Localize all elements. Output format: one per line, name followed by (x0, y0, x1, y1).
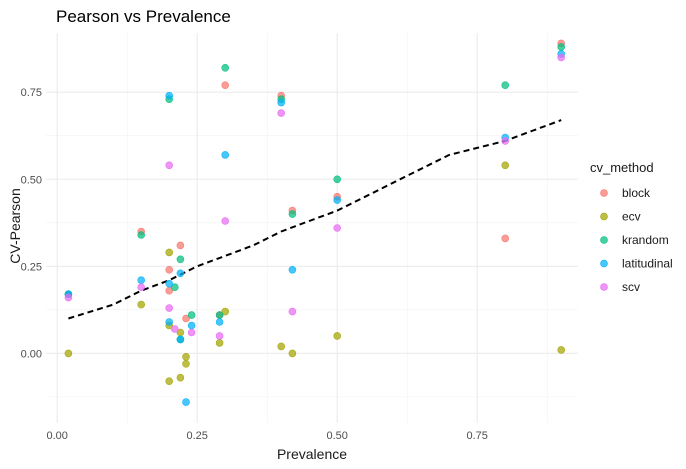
data-point (215, 339, 224, 347)
trend-line (68, 119, 562, 320)
data-point (288, 210, 297, 218)
data-point (182, 398, 190, 406)
data-point (215, 311, 224, 319)
data-point (333, 175, 342, 184)
grid-major (46, 33, 578, 423)
data-point (165, 161, 173, 170)
data-point (165, 279, 173, 288)
data-point (501, 234, 510, 243)
data-point (501, 137, 510, 145)
data-point (221, 81, 229, 89)
legend-key (600, 259, 608, 268)
data-point (221, 307, 229, 316)
legend-items: block ecv krandom latitudinal scv (600, 186, 673, 294)
series-scv (64, 53, 566, 340)
legend-label: scv (622, 280, 640, 294)
data-point (501, 161, 510, 170)
legend-label: latitudinal (622, 257, 673, 271)
x-axis-title: Prevalence (277, 446, 347, 462)
legend-item-ecv: ecv (600, 210, 641, 224)
data-point (176, 255, 185, 264)
legend-item-block: block (600, 186, 651, 200)
data-point (221, 64, 229, 72)
data-points (64, 39, 566, 406)
data-point (187, 311, 196, 319)
data-point (176, 373, 185, 382)
legend-item-latitudinal: latitudinal (600, 257, 673, 271)
data-point (333, 332, 342, 340)
y-tick-label: 0.50 (21, 174, 42, 186)
legend-item-scv: scv (600, 280, 640, 294)
data-point (215, 332, 224, 340)
data-point (165, 318, 173, 326)
series-ecv (64, 161, 566, 386)
data-point (215, 318, 224, 326)
data-point (137, 300, 145, 309)
data-point (557, 43, 566, 51)
legend-key (600, 283, 608, 291)
data-point (64, 293, 73, 302)
data-point (557, 346, 566, 354)
data-point (176, 335, 185, 344)
data-point (171, 325, 179, 333)
x-axis-ticks: 0.00 0.25 0.50 0.75 (46, 430, 487, 442)
x-tick-label: 0.25 (186, 430, 207, 442)
data-point (501, 81, 510, 89)
data-point (176, 241, 185, 250)
y-tick-label: 0.75 (21, 87, 42, 99)
data-point (182, 352, 190, 361)
data-point (137, 276, 145, 285)
legend-item-krandom: krandom (600, 233, 669, 247)
data-point (288, 349, 297, 358)
data-point (333, 196, 342, 204)
legend-label: ecv (622, 210, 641, 224)
data-point (165, 248, 173, 257)
x-tick-label: 0.50 (326, 430, 347, 442)
data-point (165, 91, 173, 100)
data-point (64, 349, 73, 358)
x-tick-label: 0.00 (46, 430, 67, 442)
data-point (165, 377, 173, 386)
data-point (176, 269, 185, 278)
y-axis-title: CV-Pearson (7, 188, 23, 263)
data-point (137, 283, 145, 292)
legend-label: krandom (622, 233, 669, 247)
data-point (182, 359, 190, 368)
y-tick-label: 0.00 (21, 348, 42, 360)
data-point (288, 265, 297, 274)
y-axis-ticks: 0.00 0.25 0.50 0.75 (21, 87, 42, 360)
data-point (221, 151, 229, 159)
legend-key (600, 189, 608, 197)
data-point (182, 314, 190, 323)
legend-key (600, 236, 608, 244)
data-point (137, 231, 145, 239)
data-point (187, 321, 196, 330)
data-point (288, 307, 297, 316)
data-point (221, 217, 229, 225)
data-point (171, 283, 179, 292)
legend-key (600, 212, 608, 221)
data-point (277, 109, 286, 117)
data-point (277, 98, 286, 107)
legend-title: cv_method (590, 160, 654, 175)
data-point (333, 224, 342, 232)
legend: cv_method block ecv krandom latitudinal scv (590, 160, 673, 294)
series-krandom (64, 43, 566, 344)
grid-minor (46, 33, 578, 423)
data-point (277, 342, 286, 351)
y-tick-label: 0.25 (21, 261, 42, 273)
data-point (165, 304, 173, 312)
legend-label: block (622, 186, 651, 200)
chart-title: Pearson vs Prevalence (56, 7, 231, 26)
data-point (165, 265, 173, 274)
x-tick-label: 0.75 (466, 430, 487, 442)
data-point (187, 328, 196, 337)
data-point (557, 53, 566, 62)
